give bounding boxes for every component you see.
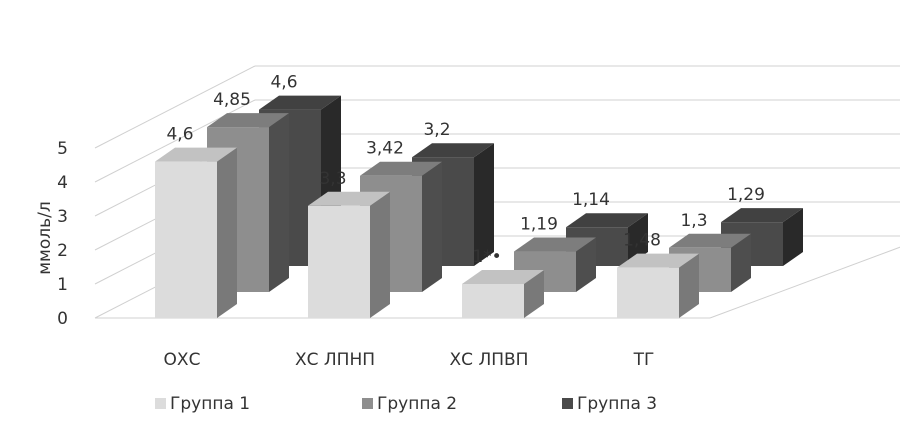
data-label: 4,6 <box>166 125 193 145</box>
bar-side <box>524 270 544 318</box>
data-label: 1,48 <box>623 231 661 251</box>
x-tick-label: ОХС <box>164 350 201 370</box>
bar-front <box>617 267 679 318</box>
data-label: 1,14 <box>572 190 610 210</box>
bar-top <box>155 147 237 162</box>
data-label: 4,6 <box>270 73 297 93</box>
bar-top <box>412 143 494 158</box>
y-tick-label: 4 <box>57 173 68 193</box>
y-tick-label: 1 <box>57 275 68 295</box>
data-label: 3,2 <box>423 120 450 140</box>
y-tick-label: 3 <box>57 207 68 227</box>
x-tick-label: ХС ЛПВП <box>450 350 529 370</box>
labels-layer: 4,6 3,2 1,14 1,29 4,85 3,42 1,19 1,3 4,6 3,3 1*• 1,… <box>166 73 764 267</box>
bar <box>462 270 544 318</box>
bar-top <box>669 233 751 248</box>
legend-swatch <box>562 398 573 409</box>
y-tick-label: 5 <box>57 139 68 159</box>
x-tick-label: ХС ЛПНП <box>295 350 375 370</box>
bar-side <box>370 191 390 318</box>
bar-top <box>514 237 596 252</box>
bars-layer <box>155 95 803 318</box>
x-tick-label: ТГ <box>633 350 655 370</box>
bar-front <box>155 161 217 318</box>
bar-top <box>617 253 699 268</box>
y-tick-label: 2 <box>57 241 68 261</box>
bar-top <box>308 191 390 206</box>
bar <box>308 191 390 318</box>
bar-top <box>721 208 803 223</box>
bar-side <box>679 253 699 318</box>
legend: Группа 1 Группа 2 Группа 3 <box>155 394 657 414</box>
axis-layer: 0 1 2 3 4 5 ОХС ХС ЛПНП ХС ЛПВП ТГ <box>57 139 654 370</box>
data-label: 1,29 <box>727 185 765 205</box>
legend-label: Группа 3 <box>577 394 657 414</box>
y-axis-title: ммоль/л <box>35 201 55 275</box>
y-tick-label: 0 <box>57 309 68 329</box>
data-label: 3,3 <box>319 169 346 189</box>
legend-label: Группа 1 <box>170 394 250 414</box>
data-label: 3,42 <box>366 139 404 159</box>
bar-top <box>259 95 341 110</box>
bar-side <box>576 237 596 292</box>
bar-side <box>731 233 751 292</box>
bar-side <box>783 208 803 266</box>
legend-label: Группа 2 <box>377 394 457 414</box>
bar-top <box>207 113 289 128</box>
bar-side <box>217 147 237 318</box>
bar-top <box>462 270 544 284</box>
gridline-side <box>94 65 256 149</box>
bar-front <box>308 205 370 318</box>
bar <box>617 253 699 318</box>
bar-top <box>566 213 648 228</box>
legend-swatch <box>362 398 373 409</box>
bar-side <box>422 161 442 292</box>
data-label: 1,19 <box>520 215 558 235</box>
bar-side <box>269 113 289 292</box>
bar-front <box>462 284 524 318</box>
bar-top <box>360 161 442 176</box>
data-label: 1,3 <box>680 211 707 231</box>
data-label: 1*• <box>472 247 501 267</box>
bar-side <box>628 213 648 266</box>
floor-right-edge <box>709 246 900 319</box>
legend-swatch <box>155 398 166 409</box>
bar <box>155 147 237 318</box>
bar-side <box>474 143 494 266</box>
data-label: 4,85 <box>213 90 251 110</box>
